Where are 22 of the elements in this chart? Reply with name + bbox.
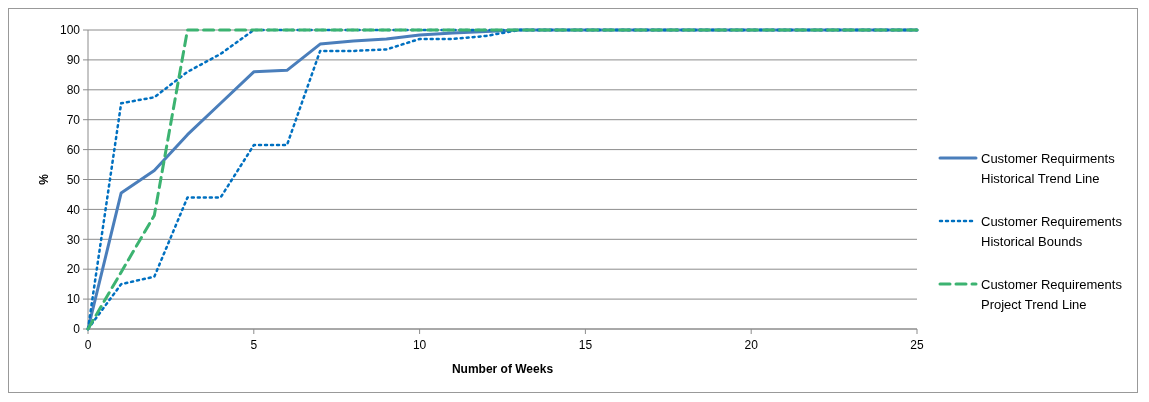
y-tick-label: 0 [73,322,81,337]
x-axis-title: Number of Weeks [451,362,554,376]
y-tick-label: 80 [66,83,81,97]
y-tick-label: 50 [66,172,81,187]
y-tick-label: 10 [66,292,81,307]
y-tick-label: 20 [66,262,81,277]
legend-label: Customer Requirments Historical Trend Line [981,150,1116,186]
y-tick-label: 30 [66,232,81,247]
x-tick-label: 10 [412,338,427,352]
legend-label: Customer Requirements Project Trend Line [981,276,1123,312]
y-tick-label: 100 [59,23,81,38]
x-tick-label: 5 [250,338,258,352]
x-tick-label: 15 [578,338,593,352]
y-tick-label: 60 [66,142,81,157]
x-tick-label: 20 [744,338,759,352]
x-tick-label: 25 [910,338,924,352]
y-axis-title: % [37,173,51,185]
y-tick-label: 70 [66,112,81,127]
y-tick-label: 90 [66,53,81,68]
legend-label: Customer Requirements Historical Bounds [981,213,1123,249]
x-tick-label: 0 [84,338,92,352]
y-tick-label: 40 [66,202,81,217]
